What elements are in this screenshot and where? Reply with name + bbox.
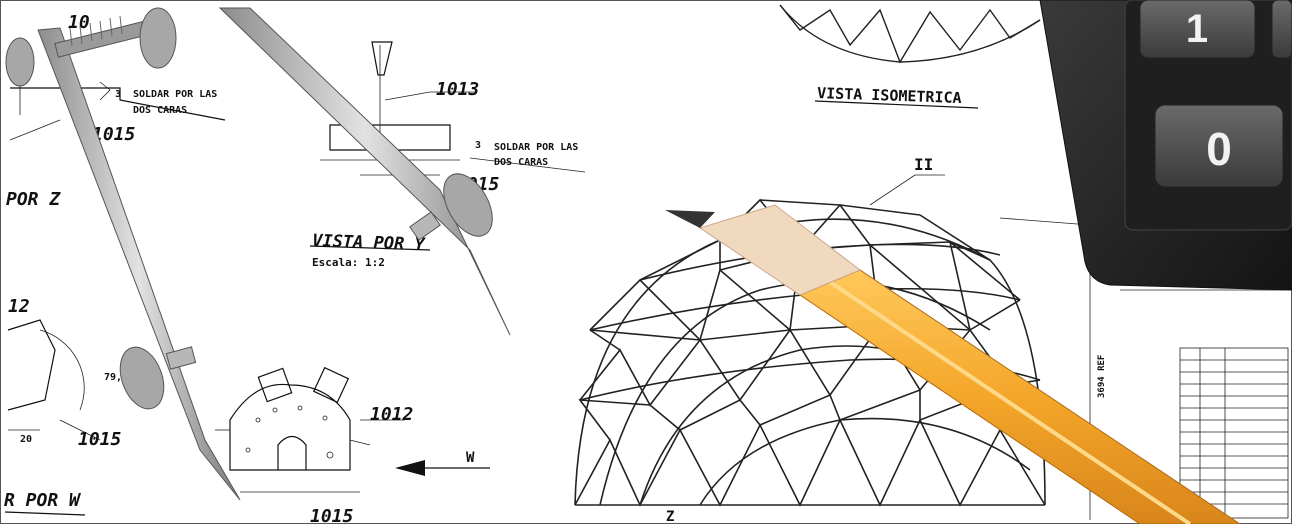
weld-mark-2: 3 — [475, 140, 481, 151]
label-z: Z — [666, 509, 674, 524]
label-ii: II — [914, 155, 933, 174]
pencil-icon — [665, 204, 1241, 524]
label-10: 10 — [68, 12, 90, 33]
parts-table — [1179, 347, 1289, 519]
label-1015-d: 1015 — [310, 506, 354, 524]
label-1013: 1013 — [436, 79, 479, 100]
dome-top-fragment — [779, 4, 1041, 64]
label-20: 20 — [20, 434, 32, 445]
weld-note-1-line1: SOLDAR POR LAS — [133, 89, 217, 100]
label-12: 12 — [8, 296, 30, 317]
label-w: W — [466, 450, 475, 466]
view-title-w: R POR W — [4, 490, 82, 511]
weld-note-2-line2: DOS CARAS — [494, 157, 548, 168]
scale-note: Escala: 1:2 — [312, 256, 385, 269]
label-79: 79, — [104, 372, 122, 383]
weld-note-2-line1: SOLDAR POR LAS — [494, 142, 578, 153]
drawing-text: 10 1015 1013 1015 1015 1012 1015 12 20 7… — [4, 12, 1107, 524]
calculator-key-0 — [1154, 104, 1284, 188]
calculator-icon: 1 0 — [1039, 0, 1292, 291]
calculator-key-1-label: 1 — [1186, 7, 1208, 51]
label-1012: 1012 — [370, 404, 413, 425]
label-1015-a: 1015 — [92, 124, 136, 145]
view-title-z: POR Z — [6, 189, 61, 210]
view-title-y: VISTA POR Y — [312, 231, 427, 255]
calculator-key-1 — [1139, 0, 1256, 59]
view-title-isometric: VISTA ISOMETRICA — [817, 84, 962, 107]
compass-tool-icon — [5, 7, 511, 501]
label-1015-c: 1015 — [78, 429, 122, 450]
calculator-key-0-label: 0 — [1206, 123, 1232, 175]
weld-note-1-line2: DOS CARAS — [133, 105, 187, 116]
label-ref: 3694 REF — [1097, 355, 1107, 398]
weld-mark-1: 3 — [115, 89, 121, 100]
